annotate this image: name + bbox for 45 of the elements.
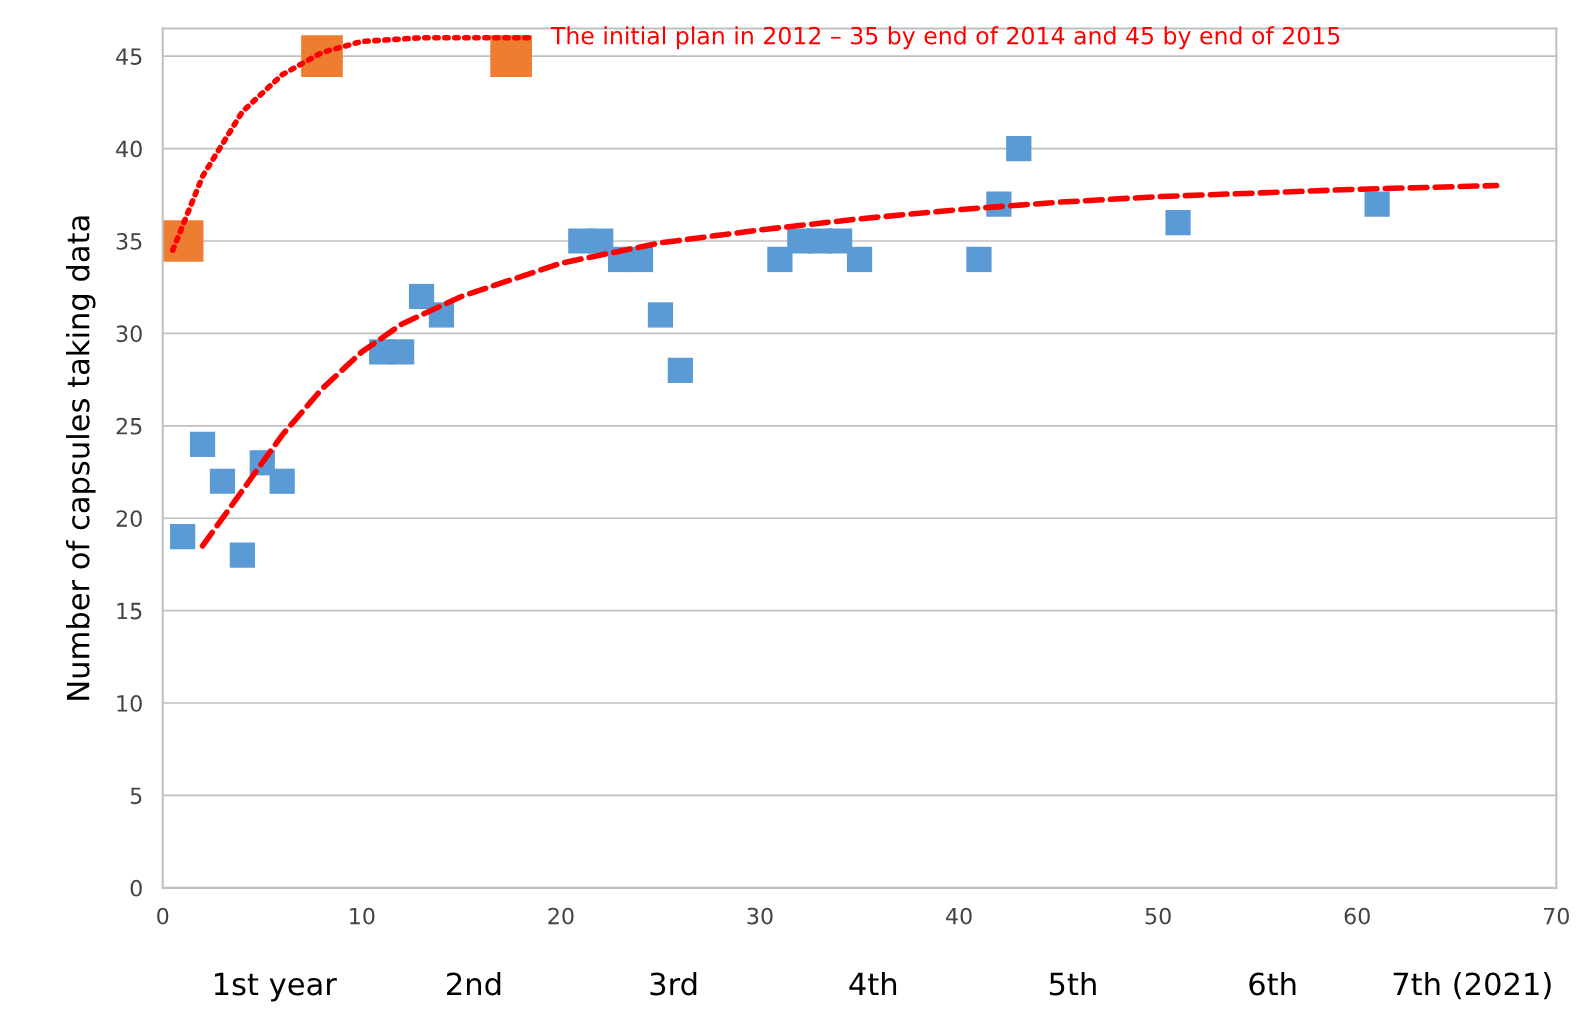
y-tick-label: 40	[116, 140, 142, 158]
series-label: The initial plan in 2012 – 35 by end of 2014 and 45 by end of 2015	[550, 26, 1340, 50]
x-tick-label: 30	[747, 907, 773, 925]
point	[588, 228, 614, 254]
x-tick-label: 60	[1344, 907, 1370, 925]
point	[170, 524, 196, 550]
y-tick-label: 30	[116, 325, 142, 343]
x-tick-label: 10	[350, 907, 375, 925]
text: 1st year	[214, 972, 337, 1002]
point	[389, 339, 415, 365]
point	[1006, 135, 1032, 162]
y-tick-label: 0	[130, 879, 142, 897]
point	[966, 246, 992, 273]
point	[767, 246, 793, 273]
y-tick-label: 5	[130, 787, 142, 805]
point	[667, 357, 693, 383]
y-tick-label: 25	[116, 417, 142, 435]
text: 7th (2021)	[1393, 971, 1551, 1000]
point	[827, 228, 853, 254]
point	[229, 542, 255, 568]
text: 6th	[1249, 971, 1296, 996]
point	[1364, 191, 1390, 217]
y-tick-label: 15	[117, 602, 142, 620]
point	[647, 302, 674, 328]
x-tick-label: 40	[946, 907, 972, 925]
text: 3rd	[650, 971, 697, 996]
y-tick-label: 10	[117, 694, 142, 712]
text: 2nd	[447, 971, 501, 996]
y-tick-label: 45	[116, 48, 142, 65]
x-tick-label: 50	[1145, 907, 1171, 925]
x-tick-label: 0	[157, 907, 169, 925]
y-tick-label: 35	[116, 232, 142, 250]
x-tick-label: 20	[548, 907, 574, 925]
point	[189, 431, 216, 457]
point	[209, 468, 236, 494]
text: 4th	[849, 971, 897, 996]
point	[269, 468, 295, 494]
y-tick-label: 20	[116, 510, 142, 527]
point	[1165, 209, 1191, 236]
y-axis-title: Number of capsules taking data	[66, 216, 96, 700]
text: 5th	[1049, 971, 1096, 996]
point	[408, 283, 435, 310]
x-tick-label: 70	[1543, 907, 1569, 925]
point	[846, 246, 873, 273]
point	[490, 35, 532, 78]
